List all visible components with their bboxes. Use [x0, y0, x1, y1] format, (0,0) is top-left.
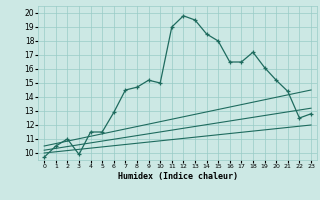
- X-axis label: Humidex (Indice chaleur): Humidex (Indice chaleur): [118, 172, 238, 181]
